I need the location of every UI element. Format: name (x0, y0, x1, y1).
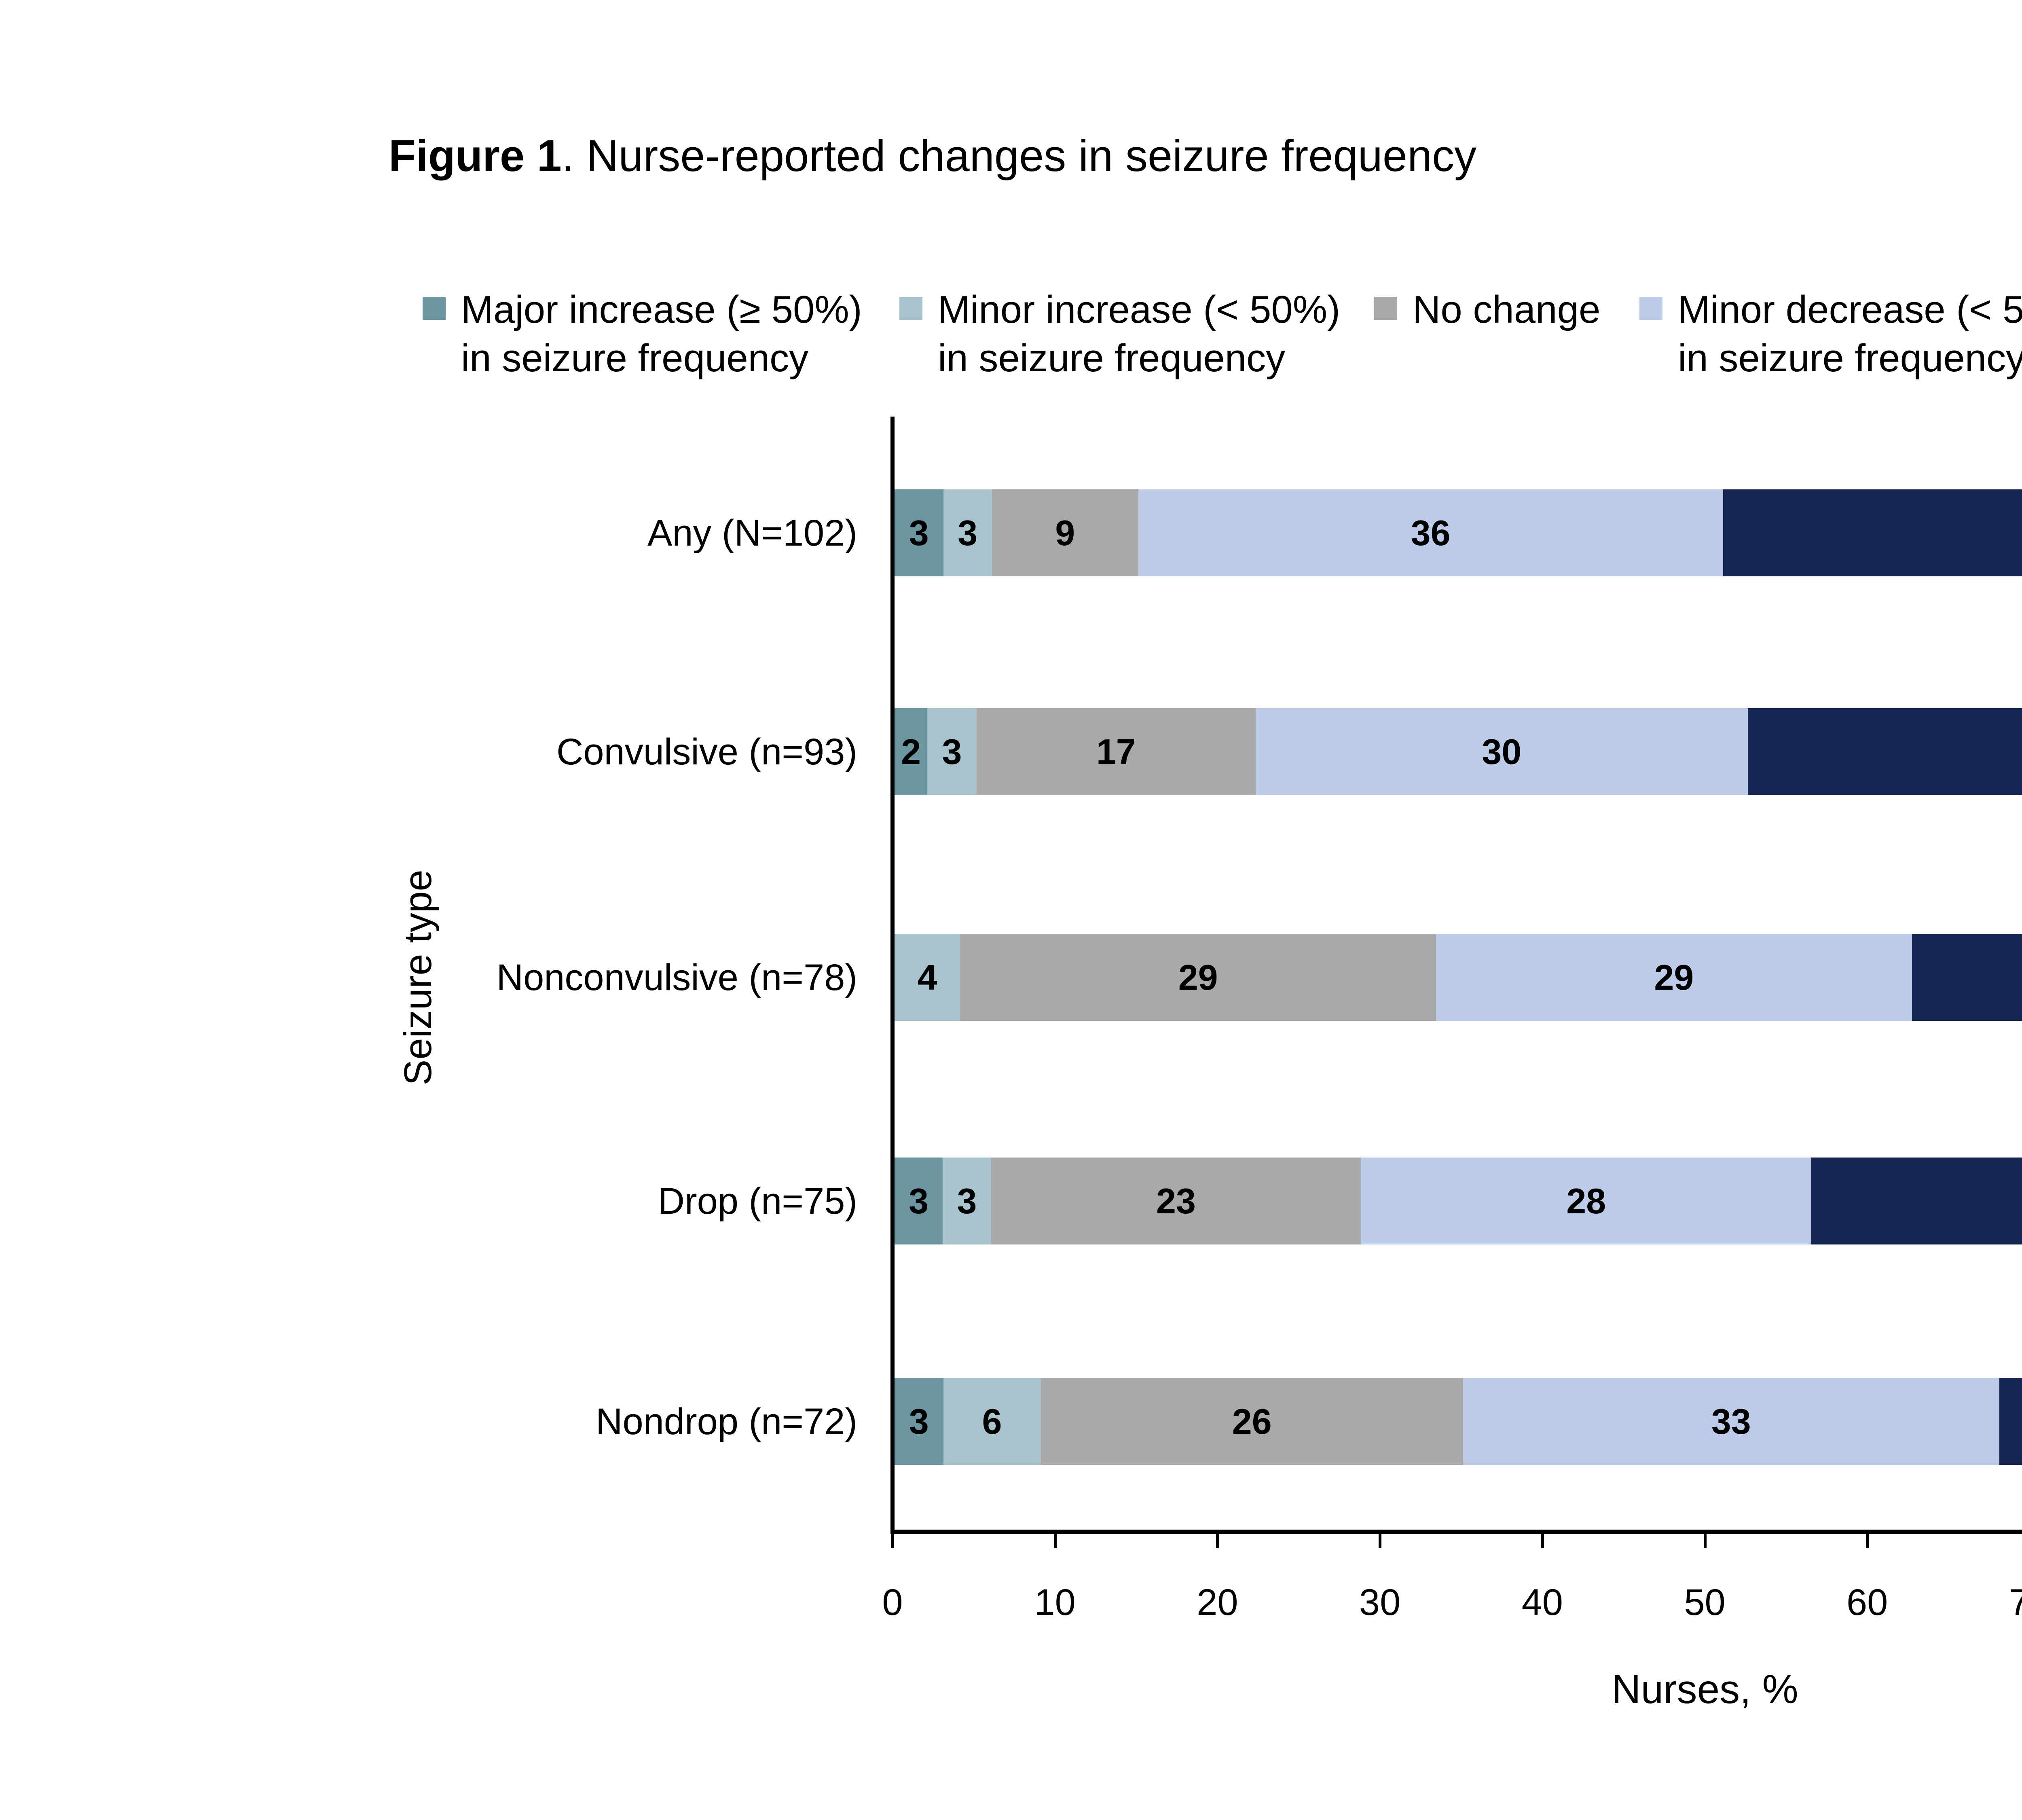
bar-segment (895, 708, 928, 795)
legend-swatch-icon (899, 297, 922, 320)
legend-label-line1: Minor decrease (< 50%) (1678, 288, 2022, 331)
legend-swatch-icon (1374, 297, 1397, 320)
legend-swatch-icon (1639, 297, 1662, 320)
bar-row: 36263332 (895, 1378, 2022, 1465)
bar-value-label: 30 (1482, 732, 1522, 772)
x-axis-title: Nurses, % (1612, 1667, 1798, 1712)
category-label: Nondrop (n=72) (596, 1401, 857, 1442)
legend-item: No change (1374, 286, 1600, 334)
bar-value-label: 29 (1654, 957, 1694, 997)
legend-label: Major increase (≥ 50%) in seizure frequen… (461, 286, 862, 383)
bar-value-label: 2 (901, 732, 921, 772)
bar-row: 4292937 (895, 934, 2022, 1021)
bar-segment (1723, 489, 2022, 576)
bar-value-label: 6 (982, 1401, 1002, 1441)
x-tick (1866, 1534, 1869, 1548)
category-label: Nonconvulsive (n=78) (496, 957, 857, 998)
bar-value-label: 28 (1566, 1181, 1606, 1221)
legend-label-line1: Minor increase (< 50%) (938, 288, 1341, 331)
bar-segment (943, 489, 992, 576)
bar-segment (1747, 708, 2022, 795)
bar-value-label: 3 (958, 513, 978, 553)
bar-segment (992, 489, 1138, 576)
bar-value-label: 3 (909, 513, 929, 553)
bar-row: 33232844 (895, 1158, 2022, 1244)
bar-segment (895, 1158, 943, 1244)
legend-item: Major increase (≥ 50%) in seizure frequen… (423, 286, 862, 383)
bar-row: 23173047 (895, 708, 2022, 795)
legend-label: Minor decrease (< 50%) in seizure frequen… (1678, 286, 2022, 383)
x-tick-label: 70 (2009, 1582, 2022, 1623)
x-tick (891, 1534, 894, 1548)
bar-value-label: 3 (942, 732, 962, 772)
bar-segment (1463, 1378, 1999, 1465)
figure-title: Figure 1. Nurse-reported changes in seiz… (389, 129, 1476, 183)
category-label: Convulsive (n=93) (556, 731, 857, 772)
bar-segment (943, 1378, 1041, 1465)
bar-segment (895, 489, 943, 576)
x-tick (1053, 1534, 1057, 1548)
legend-swatch-icon (423, 297, 446, 320)
bar-segment (895, 1378, 943, 1465)
bar-segment (991, 1158, 1361, 1244)
legend-label-line1: No change (1413, 288, 1601, 331)
bar-segment (1361, 1158, 1811, 1244)
x-tick-label: 60 (1846, 1582, 1888, 1623)
bar-value-label: 3 (909, 1401, 929, 1441)
x-tick-label: 50 (1684, 1582, 1726, 1623)
bar-segment (895, 934, 960, 1021)
x-tick (1216, 1534, 1219, 1548)
bar-segment (1041, 1378, 1463, 1465)
legend-label-line1: Major increase (≥ 50%) (461, 288, 862, 331)
bar-segment (1436, 934, 1912, 1021)
legend-item: Minor decrease (< 50%) in seizure frequen… (1639, 286, 2022, 383)
bar-segment (927, 708, 977, 795)
x-tick-label: 10 (1034, 1582, 1076, 1623)
legend-label: Minor increase (< 50%) in seizure frequen… (938, 286, 1340, 383)
bar-value-label: 3 (909, 1181, 929, 1221)
x-axis-line (890, 1530, 2022, 1534)
x-tick (1703, 1534, 1707, 1548)
x-tick-label: 20 (1197, 1582, 1238, 1623)
bar-value-label: 9 (1055, 513, 1075, 553)
bar-segment (1811, 1158, 2022, 1244)
legend-label: No change (1413, 286, 1600, 334)
figure-title-text: . Nurse-reported changes in seizure freq… (561, 131, 1477, 181)
bar-value-label: 33 (1711, 1401, 1751, 1441)
bar-segment (1912, 934, 2022, 1021)
bar-value-label: 23 (1156, 1181, 1196, 1221)
bar-value-label: 26 (1232, 1401, 1272, 1441)
x-tick (1379, 1534, 1382, 1548)
bar-value-label: 4 (917, 957, 937, 997)
bar-segment (1255, 708, 1748, 795)
y-axis-line (890, 417, 895, 1534)
x-tick-label: 40 (1521, 1582, 1563, 1623)
figure-title-number: Figure 1 (389, 131, 562, 181)
legend-label-line2: in seizure frequency (461, 336, 809, 380)
x-tick-label: 0 (882, 1582, 903, 1623)
legend-label-line2: in seizure frequency (1678, 336, 2022, 380)
bar-value-label: 17 (1096, 732, 1136, 772)
bar-segment (960, 934, 1436, 1021)
category-label: Any (N=102) (647, 512, 857, 554)
bar-row: 3393649 (895, 489, 2022, 576)
x-tick (1541, 1534, 1544, 1548)
bar-segment (976, 708, 1256, 795)
bar-segment (1999, 1378, 2022, 1465)
bar-value-label: 29 (1178, 957, 1218, 997)
y-axis-title: Seizure type (396, 870, 440, 1086)
bar-segment (1138, 489, 1723, 576)
x-tick-label: 30 (1359, 1582, 1401, 1623)
bar-value-label: 3 (957, 1181, 977, 1221)
bar-segment (943, 1158, 991, 1244)
bar-value-label: 36 (1411, 513, 1451, 553)
legend-label-line2: in seizure frequency (938, 336, 1286, 380)
category-label: Drop (n=75) (658, 1181, 857, 1222)
legend-item: Minor increase (< 50%) in seizure frequen… (899, 286, 1340, 383)
